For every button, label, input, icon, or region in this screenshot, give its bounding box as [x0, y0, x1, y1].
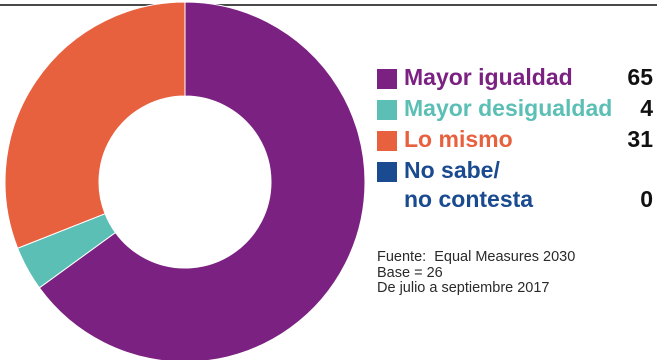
- legend-value: 31: [627, 126, 653, 152]
- legend-value: 0: [640, 186, 653, 212]
- source-note: Fuente: Equal Measures 2030: [377, 249, 576, 265]
- legend-item-mayor-desigualdad: Mayor desigualdad 4: [377, 94, 655, 125]
- legend: Mayor igualdad 65 Mayor desigualdad 4 Lo…: [377, 63, 655, 214]
- legend-swatch: [377, 131, 397, 151]
- legend-swatch: [377, 69, 397, 89]
- legend-item-mayor-igualdad: Mayor igualdad 65: [377, 63, 655, 94]
- donut-chart: [4, 1, 366, 360]
- legend-value: 65: [627, 64, 653, 90]
- legend-item-lo-mismo: Lo mismo 31: [377, 125, 655, 156]
- legend-label: Mayor igualdad: [404, 64, 573, 90]
- legend-label: Lo mismo: [404, 126, 513, 152]
- legend-item-no-sabe: No sabe/ no contesta 0: [377, 156, 655, 214]
- legend-swatch: [377, 162, 397, 182]
- legend-label: No sabe/ no contesta: [404, 157, 534, 212]
- legend-label: Mayor desigualdad: [404, 95, 613, 121]
- period-note: De julio a septiembre 2017: [377, 280, 550, 296]
- legend-swatch: [377, 100, 397, 120]
- top-rule: [0, 4, 657, 6]
- source-notes: Fuente: Equal Measures 2030 Base = 26 De…: [377, 249, 576, 297]
- donut-slice-mayor-igualdad: [38, 1, 366, 360]
- legend-value: 4: [640, 95, 653, 121]
- donut-slice-lo-mismo: [4, 1, 186, 249]
- base-note: Base = 26: [377, 264, 443, 281]
